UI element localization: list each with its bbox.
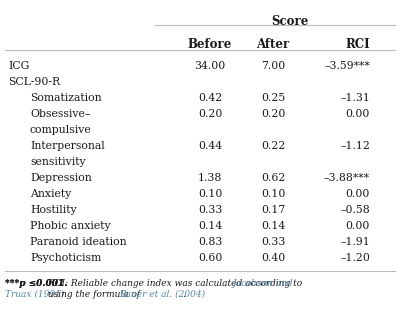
Text: 0.17: 0.17 <box>261 205 285 215</box>
Text: 0.10: 0.10 <box>198 189 222 199</box>
Text: –1.12: –1.12 <box>340 141 370 151</box>
Text: Psychoticism: Psychoticism <box>30 253 101 263</box>
Text: 1.38: 1.38 <box>198 173 222 183</box>
Text: –3.88***: –3.88*** <box>324 173 370 183</box>
Text: Bauer et al. (2004): Bauer et al. (2004) <box>119 290 205 299</box>
Text: Paranoid ideation: Paranoid ideation <box>30 237 127 247</box>
Text: –1.31: –1.31 <box>340 93 370 103</box>
Text: 0.20: 0.20 <box>198 109 222 119</box>
Text: 0.10: 0.10 <box>261 189 285 199</box>
Text: 0.44: 0.44 <box>198 141 222 151</box>
Text: 0.14: 0.14 <box>261 221 285 231</box>
Text: Phobic anxiety: Phobic anxiety <box>30 221 111 231</box>
Text: RCI: Reliable change index was calculated according to: RCI: Reliable change index was calculate… <box>45 279 305 288</box>
Text: Somatization: Somatization <box>30 93 102 103</box>
Text: Truax (1991): Truax (1991) <box>5 290 64 299</box>
Text: 0.83: 0.83 <box>198 237 222 247</box>
Text: 0.20: 0.20 <box>261 109 285 119</box>
Text: –0.58: –0.58 <box>340 205 370 215</box>
Text: After: After <box>256 38 290 51</box>
Text: using the formula of: using the formula of <box>45 290 143 299</box>
Text: compulsive: compulsive <box>30 125 92 135</box>
Text: ***p ≤0.001.: ***p ≤0.001. <box>5 279 67 288</box>
Text: 0.42: 0.42 <box>198 93 222 103</box>
Text: 0.00: 0.00 <box>346 189 370 199</box>
Text: Jacobson and: Jacobson and <box>233 279 294 288</box>
Text: 0.00: 0.00 <box>346 221 370 231</box>
Text: ***p ≤0.001.: ***p ≤0.001. <box>5 279 67 288</box>
Text: –3.59***: –3.59*** <box>324 61 370 71</box>
Text: Before: Before <box>188 38 232 51</box>
Text: sensitivity: sensitivity <box>30 157 86 167</box>
Text: 0.60: 0.60 <box>198 253 222 263</box>
Text: –1.20: –1.20 <box>340 253 370 263</box>
Text: 0.62: 0.62 <box>261 173 285 183</box>
Text: Anxiety: Anxiety <box>30 189 71 199</box>
Text: 0.14: 0.14 <box>198 221 222 231</box>
Text: Obsessive–: Obsessive– <box>30 109 90 119</box>
Text: Score: Score <box>271 15 309 28</box>
Text: ***p ≤0.001. RCI: Reliable change index was calculated according to: ***p ≤0.001. RCI: Reliable change index … <box>5 279 323 288</box>
Text: 0.40: 0.40 <box>261 253 285 263</box>
Text: 0.33: 0.33 <box>261 237 285 247</box>
Text: 0.33: 0.33 <box>198 205 222 215</box>
Text: SCL-90-R: SCL-90-R <box>8 77 60 87</box>
Text: 0.00: 0.00 <box>346 109 370 119</box>
Text: Depression: Depression <box>30 173 92 183</box>
Text: –1.91: –1.91 <box>340 237 370 247</box>
Text: RCI: RCI <box>345 38 370 51</box>
Text: Interpersonal: Interpersonal <box>30 141 105 151</box>
Text: 7.00: 7.00 <box>261 61 285 71</box>
Text: 0.22: 0.22 <box>261 141 285 151</box>
Text: 0.25: 0.25 <box>261 93 285 103</box>
Text: 34.00: 34.00 <box>194 61 226 71</box>
Text: .: . <box>182 290 186 299</box>
Text: Hostility: Hostility <box>30 205 77 215</box>
Text: ICG: ICG <box>8 61 29 71</box>
